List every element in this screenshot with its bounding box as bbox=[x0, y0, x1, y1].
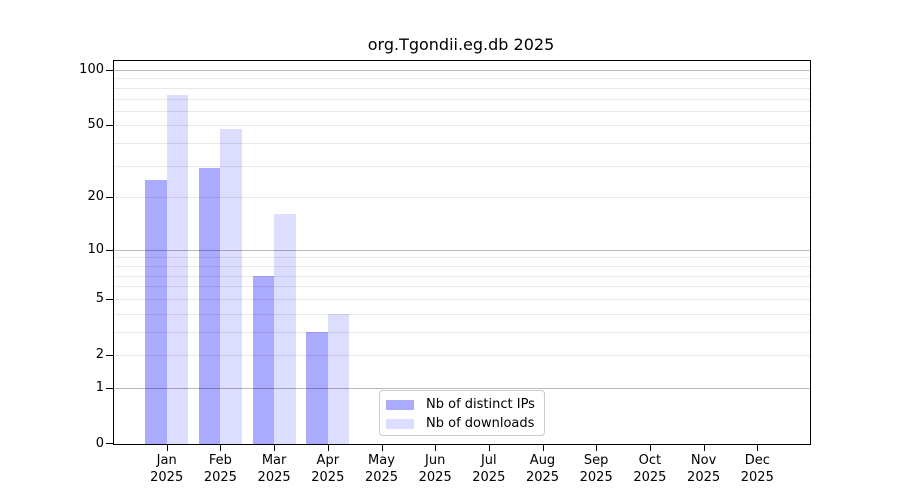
legend: Nb of distinct IPs Nb of downloads bbox=[379, 390, 545, 436]
x-label-month-oct: Oct bbox=[638, 453, 662, 468]
bar-nb-of-downloads-apr-2025 bbox=[327, 313, 350, 444]
x-tick-nov-2025 bbox=[703, 444, 705, 451]
x-tick-label-oct-2025: Oct 2025 bbox=[618, 452, 682, 486]
legend-label-distinct-ips: Nb of distinct IPs bbox=[426, 397, 535, 412]
gridline-70 bbox=[114, 98, 810, 100]
y-tick-2 bbox=[106, 355, 113, 356]
y-tick-label-1: 1 bbox=[95, 379, 104, 395]
legend-swatch-distinct-ips bbox=[386, 399, 414, 410]
x-tick-jul-2025 bbox=[488, 444, 490, 451]
y-tick-label-10: 10 bbox=[87, 241, 104, 257]
gridline-60 bbox=[114, 110, 810, 112]
gridline-80 bbox=[114, 87, 810, 89]
x-tick-label-feb-2025: Feb 2025 bbox=[188, 452, 252, 486]
x-tick-oct-2025 bbox=[649, 444, 651, 451]
gridline-90 bbox=[114, 78, 810, 80]
x-label-month-nov: Nov bbox=[690, 453, 717, 468]
x-tick-feb-2025 bbox=[220, 444, 222, 451]
bar-nb-of-distinct-ips-jan-2025 bbox=[145, 180, 167, 444]
legend-item-downloads: Nb of downloads bbox=[386, 414, 544, 433]
x-label-year: 2025 bbox=[633, 470, 667, 485]
legend-label-downloads: Nb of downloads bbox=[426, 416, 535, 431]
x-label-month-dec: Dec bbox=[744, 453, 770, 468]
x-label-month-feb: Feb bbox=[208, 453, 232, 468]
x-tick-label-aug-2025: Aug 2025 bbox=[511, 452, 575, 486]
chart-title: org.Tgondii.eg.db 2025 bbox=[367, 35, 555, 54]
x-tick-mar-2025 bbox=[274, 444, 276, 451]
x-label-month-jan: Jan bbox=[156, 453, 177, 468]
gridline-40 bbox=[114, 143, 810, 145]
y-tick-label-0: 0 bbox=[95, 436, 104, 451]
x-tick-jun-2025 bbox=[435, 444, 437, 451]
x-tick-label-may-2025: May 2025 bbox=[350, 452, 414, 486]
x-label-year: 2025 bbox=[311, 470, 345, 485]
x-label-year: 2025 bbox=[740, 470, 774, 485]
y-tick-1 bbox=[106, 387, 113, 389]
bar-nb-of-downloads-jan-2025 bbox=[166, 95, 189, 444]
bar-nb-of-distinct-ips-feb-2025 bbox=[198, 168, 221, 444]
x-label-month-mar: Mar bbox=[261, 453, 287, 468]
x-tick-label-sep-2025: Sep 2025 bbox=[564, 452, 628, 486]
y-tick-50 bbox=[106, 125, 113, 127]
x-tick-apr-2025 bbox=[327, 444, 329, 451]
x-label-year: 2025 bbox=[364, 470, 399, 485]
gridline-30 bbox=[114, 165, 810, 167]
x-tick-label-jan-2025: Jan 2025 bbox=[135, 452, 199, 486]
x-label-year: 2025 bbox=[579, 470, 613, 485]
x-tick-label-mar-2025: Mar 2025 bbox=[242, 452, 306, 486]
x-label-year: 2025 bbox=[525, 470, 560, 485]
bar-nb-of-downloads-feb-2025 bbox=[220, 128, 242, 444]
x-tick-label-dec-2025: Dec 2025 bbox=[725, 452, 789, 486]
x-label-year: 2025 bbox=[150, 470, 184, 485]
y-tick-10 bbox=[106, 249, 113, 251]
x-label-month-apr: Apr bbox=[316, 453, 340, 468]
x-label-month-aug: Aug bbox=[529, 453, 556, 468]
x-tick-dec-2025 bbox=[757, 444, 759, 451]
x-tick-label-apr-2025: Apr 2025 bbox=[296, 452, 360, 486]
x-label-month-jul: Jul bbox=[480, 453, 497, 468]
x-label-year: 2025 bbox=[257, 470, 291, 485]
gridline-50 bbox=[114, 125, 810, 127]
plot-area: Nb of distinct IPs Nb of downloads 0 1 2 5 1… bbox=[79, 60, 811, 485]
x-tick-jan-2025 bbox=[166, 444, 168, 451]
x-label-year: 2025 bbox=[472, 470, 506, 485]
x-tick-label-jun-2025: Jun 2025 bbox=[403, 452, 467, 486]
legend-swatch-downloads bbox=[386, 418, 414, 429]
y-tick-20 bbox=[106, 197, 113, 199]
bar-nb-of-downloads-mar-2025 bbox=[274, 214, 296, 444]
x-label-month-sep: Sep bbox=[583, 453, 609, 468]
legend-item-distinct-ips: Nb of distinct IPs bbox=[386, 395, 544, 414]
x-label-month-jun: Jun bbox=[425, 453, 446, 468]
x-tick-aug-2025 bbox=[542, 444, 544, 451]
x-tick-sep-2025 bbox=[596, 444, 598, 451]
x-label-month-may: May bbox=[368, 453, 395, 468]
x-tick-label-nov-2025: Nov 2025 bbox=[672, 452, 736, 486]
y-tick-label-5: 5 bbox=[95, 290, 104, 306]
gridline-100 bbox=[114, 70, 810, 71]
x-label-year: 2025 bbox=[418, 470, 452, 485]
y-tick-0 bbox=[106, 443, 113, 444]
bar-nb-of-distinct-ips-mar-2025 bbox=[252, 275, 275, 444]
y-tick-5 bbox=[106, 298, 113, 300]
bar-nb-of-distinct-ips-apr-2025 bbox=[306, 331, 328, 444]
y-tick-100 bbox=[106, 70, 113, 71]
x-label-year: 2025 bbox=[203, 470, 237, 485]
x-tick-label-jul-2025: Jul 2025 bbox=[457, 452, 521, 486]
y-tick-label-2: 2 bbox=[95, 347, 104, 362]
y-tick-label-50: 50 bbox=[87, 117, 104, 133]
y-tick-label-100: 100 bbox=[79, 62, 104, 77]
x-label-year: 2025 bbox=[687, 470, 721, 485]
x-tick-may-2025 bbox=[381, 444, 383, 451]
y-tick-label-20: 20 bbox=[87, 189, 104, 205]
